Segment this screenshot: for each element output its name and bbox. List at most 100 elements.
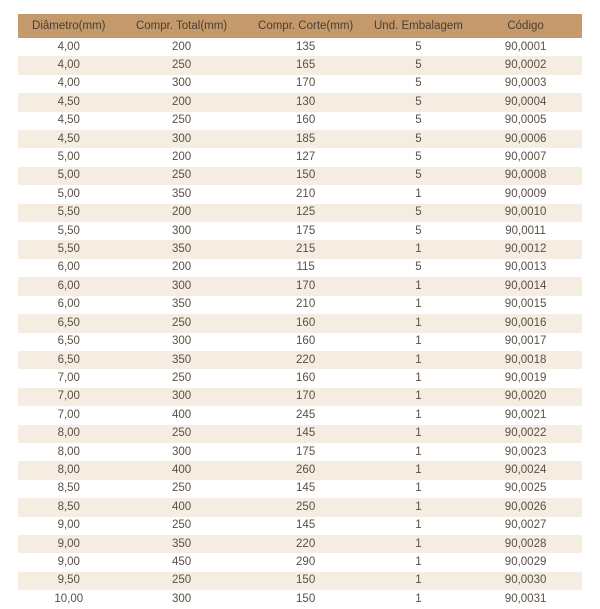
cell: 5,50 — [18, 222, 120, 240]
table-row: 6,50300160190,0017 — [18, 333, 582, 351]
cell: 1 — [368, 572, 470, 590]
cell: 4,50 — [18, 130, 120, 148]
cell: 300 — [120, 333, 244, 351]
cell: 300 — [120, 388, 244, 406]
table-row: 6,00200115590,0013 — [18, 259, 582, 277]
table-head: Diâmetro(mm) Compr. Total(mm) Compr. Cor… — [18, 14, 582, 38]
cell: 90,0002 — [469, 56, 582, 74]
cell: 350 — [120, 185, 244, 203]
table-row: 9,50250150190,0030 — [18, 572, 582, 590]
cell: 290 — [244, 553, 368, 571]
cell: 250 — [120, 480, 244, 498]
cell: 1 — [368, 461, 470, 479]
cell: 1 — [368, 185, 470, 203]
cell: 150 — [244, 572, 368, 590]
cell: 90,0018 — [469, 351, 582, 369]
cell: 4,50 — [18, 93, 120, 111]
cell: 1 — [368, 535, 470, 553]
cell: 250 — [120, 314, 244, 332]
cell: 90,0001 — [469, 38, 582, 56]
cell: 90,0021 — [469, 406, 582, 424]
cell: 8,00 — [18, 443, 120, 461]
cell: 125 — [244, 204, 368, 222]
table-row: 4,50200130590,0004 — [18, 93, 582, 111]
cell: 1 — [368, 277, 470, 295]
col-diametro: Diâmetro(mm) — [18, 14, 120, 38]
cell: 400 — [120, 461, 244, 479]
cell: 250 — [120, 425, 244, 443]
table-row: 5,00250150590,0008 — [18, 167, 582, 185]
cell: 220 — [244, 535, 368, 553]
cell: 160 — [244, 112, 368, 130]
cell: 5,00 — [18, 167, 120, 185]
cell: 9,50 — [18, 572, 120, 590]
table-row: 5,50200125590,0010 — [18, 204, 582, 222]
cell: 90,0025 — [469, 480, 582, 498]
cell: 200 — [120, 204, 244, 222]
cell: 5,50 — [18, 204, 120, 222]
cell: 127 — [244, 148, 368, 166]
cell: 90,0006 — [469, 130, 582, 148]
cell: 130 — [244, 93, 368, 111]
col-und-embalagem: Und. Embalagem — [368, 14, 470, 38]
cell: 5 — [368, 148, 470, 166]
table-row: 5,50350215190,0012 — [18, 240, 582, 258]
cell: 4,50 — [18, 112, 120, 130]
cell: 5 — [368, 130, 470, 148]
cell: 150 — [244, 590, 368, 608]
cell: 135 — [244, 38, 368, 56]
cell: 175 — [244, 222, 368, 240]
cell: 90,0031 — [469, 590, 582, 608]
cell: 90,0026 — [469, 498, 582, 516]
cell: 145 — [244, 517, 368, 535]
cell: 4,00 — [18, 38, 120, 56]
cell: 215 — [244, 240, 368, 258]
cell: 5 — [368, 75, 470, 93]
cell: 90,0011 — [469, 222, 582, 240]
cell: 5,50 — [18, 240, 120, 258]
cell: 5 — [368, 112, 470, 130]
cell: 7,00 — [18, 369, 120, 387]
cell: 6,00 — [18, 277, 120, 295]
cell: 90,0023 — [469, 443, 582, 461]
cell: 210 — [244, 296, 368, 314]
table-row: 4,00250165590,0002 — [18, 56, 582, 74]
cell: 175 — [244, 443, 368, 461]
cell: 1 — [368, 351, 470, 369]
cell: 90,0007 — [469, 148, 582, 166]
table-row: 6,00350210190,0015 — [18, 296, 582, 314]
cell: 250 — [120, 56, 244, 74]
cell: 6,50 — [18, 314, 120, 332]
cell: 450 — [120, 553, 244, 571]
cell: 5 — [368, 167, 470, 185]
cell: 7,00 — [18, 406, 120, 424]
table-row: 4,00300170590,0003 — [18, 75, 582, 93]
cell: 300 — [120, 75, 244, 93]
cell: 185 — [244, 130, 368, 148]
cell: 250 — [120, 112, 244, 130]
cell: 90,0009 — [469, 185, 582, 203]
table-row: 5,00200127590,0007 — [18, 148, 582, 166]
cell: 165 — [244, 56, 368, 74]
cell: 160 — [244, 369, 368, 387]
cell: 220 — [244, 351, 368, 369]
cell: 90,0003 — [469, 75, 582, 93]
cell: 300 — [120, 130, 244, 148]
table-row: 8,50250145190,0025 — [18, 480, 582, 498]
cell: 5,00 — [18, 185, 120, 203]
cell: 250 — [120, 572, 244, 590]
cell: 160 — [244, 333, 368, 351]
cell: 160 — [244, 314, 368, 332]
cell: 170 — [244, 277, 368, 295]
cell: 1 — [368, 388, 470, 406]
cell: 1 — [368, 314, 470, 332]
cell: 8,00 — [18, 425, 120, 443]
cell: 200 — [120, 259, 244, 277]
col-compr-corte: Compr. Corte(mm) — [244, 14, 368, 38]
cell: 90,0008 — [469, 167, 582, 185]
cell: 90,0012 — [469, 240, 582, 258]
cell: 1 — [368, 240, 470, 258]
table-row: 5,00350210190,0009 — [18, 185, 582, 203]
cell: 1 — [368, 498, 470, 516]
cell: 90,0028 — [469, 535, 582, 553]
